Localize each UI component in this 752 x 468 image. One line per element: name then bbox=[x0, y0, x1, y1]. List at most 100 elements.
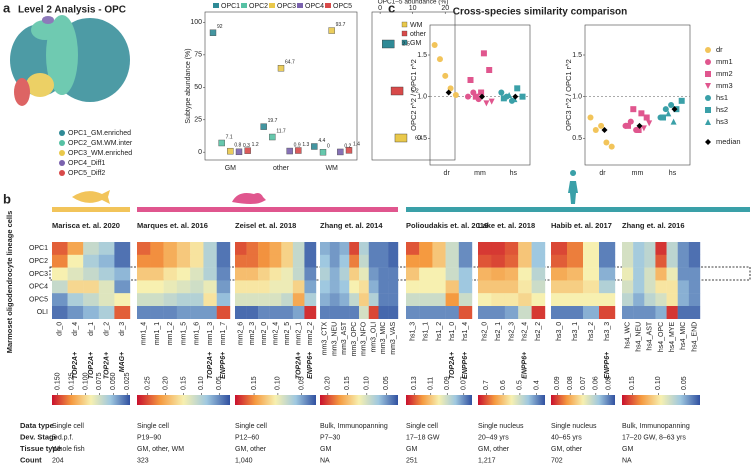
heatmap-cell bbox=[83, 267, 99, 281]
column-label: dr_3 bbox=[119, 322, 126, 336]
value-label: 4.4 bbox=[318, 138, 325, 144]
point bbox=[480, 50, 487, 57]
species-bar bbox=[52, 207, 130, 212]
box-median bbox=[269, 133, 276, 141]
colorbar-tick-label: 0.25 bbox=[145, 376, 152, 390]
heatmap-cell bbox=[633, 280, 645, 294]
point bbox=[705, 119, 711, 125]
y-tick-label: 1.5 bbox=[572, 52, 582, 59]
y-tick-label: 0.5 bbox=[572, 135, 582, 142]
heatmap-cell bbox=[432, 254, 446, 268]
heatmap-cell bbox=[655, 293, 667, 307]
legend-swatch bbox=[401, 21, 408, 28]
column-label: dr_2 bbox=[103, 322, 110, 336]
heatmap-cell bbox=[655, 254, 667, 268]
heatmap-cell bbox=[518, 293, 532, 307]
y-tick-label: 25 bbox=[194, 117, 202, 124]
meta-value: GM bbox=[622, 446, 633, 453]
value-label: 0 bbox=[327, 144, 330, 150]
heatmap-cell bbox=[258, 293, 270, 307]
point bbox=[670, 118, 677, 125]
colorbar-tick-label: 0.07 bbox=[461, 376, 468, 390]
heatmap-cell bbox=[137, 280, 151, 294]
x-tick-label: 10 bbox=[409, 5, 417, 12]
heatmap-cell bbox=[150, 306, 164, 319]
heatmap-cell bbox=[137, 293, 151, 307]
heatmap-cell bbox=[83, 306, 99, 319]
column-label: mm2_6 bbox=[238, 322, 245, 345]
heatmap-cell bbox=[419, 254, 433, 268]
point bbox=[587, 114, 594, 121]
heatmap-cell bbox=[419, 267, 433, 281]
heatmap-cell bbox=[622, 254, 634, 268]
box-median bbox=[227, 147, 234, 155]
heatmap-cell bbox=[388, 280, 399, 294]
point bbox=[465, 93, 471, 100]
heatmap-cell bbox=[203, 242, 217, 255]
heatmap-cell bbox=[551, 267, 568, 281]
legend-label: mm2 bbox=[716, 69, 733, 78]
heatmap-cell bbox=[655, 280, 667, 294]
meta-value: P12–60 bbox=[235, 434, 259, 441]
heatmap-cell bbox=[163, 306, 178, 319]
colorbar bbox=[52, 395, 130, 405]
column-marker: MAG+ bbox=[119, 352, 126, 372]
heatmap-cell bbox=[292, 280, 305, 294]
legend-swatch bbox=[269, 3, 275, 8]
point bbox=[467, 77, 474, 83]
y-tick-label: 1.5 bbox=[417, 52, 427, 59]
heatmap-cell bbox=[504, 306, 519, 319]
heatmap-cell bbox=[304, 280, 317, 294]
heatmap-cell bbox=[478, 280, 492, 294]
legend-label: OPC2_GM.WM.inter bbox=[68, 140, 133, 147]
heatmap-cell bbox=[190, 280, 204, 294]
column-label: mm2_3 bbox=[249, 322, 256, 345]
heatmap-cell bbox=[518, 254, 532, 268]
heatmap-cell bbox=[67, 306, 84, 319]
box-median bbox=[218, 139, 225, 147]
value-label: 19.7 bbox=[268, 118, 278, 124]
meta-value: Single nucleus bbox=[478, 423, 524, 430]
median-point bbox=[601, 127, 608, 133]
heatmap-cell bbox=[339, 267, 350, 281]
column-label: hs1_3 bbox=[409, 322, 416, 341]
heatmap-cell bbox=[622, 242, 634, 255]
heatmap-cell bbox=[203, 254, 217, 268]
colorbar-tick-label: 0.15 bbox=[180, 376, 187, 390]
heatmap-cell bbox=[216, 242, 231, 255]
point bbox=[646, 120, 653, 127]
x-tick-label: 0 bbox=[378, 5, 382, 12]
heatmap-cell bbox=[478, 306, 492, 319]
heatmap-cell bbox=[137, 254, 151, 268]
heatmap-cell bbox=[677, 293, 690, 307]
meta-value: Single cell bbox=[406, 423, 438, 430]
heatmap-cell bbox=[518, 267, 532, 281]
heatmap-cell bbox=[432, 280, 446, 294]
heatmap-cell bbox=[258, 254, 270, 268]
heatmap-cell bbox=[329, 306, 340, 319]
heatmap-cell bbox=[688, 293, 701, 307]
meta-value: Bulk, Immunopanning bbox=[622, 423, 690, 430]
heatmap-cell bbox=[281, 293, 294, 307]
colorbar-tick-label: 0.05 bbox=[605, 376, 612, 390]
heatmap-cell bbox=[551, 280, 568, 294]
point bbox=[705, 95, 711, 101]
legend-label: median bbox=[716, 137, 741, 146]
point bbox=[678, 97, 685, 104]
column-label: hs4_MIC bbox=[680, 322, 687, 350]
point bbox=[705, 59, 711, 65]
heatmap-cell bbox=[359, 280, 369, 294]
point bbox=[630, 106, 637, 113]
legend-swatch bbox=[59, 130, 65, 136]
colorbar-tick-label: 0.13 bbox=[411, 376, 418, 390]
colorbar-tick-label: 0.05 bbox=[681, 376, 688, 390]
heatmap-cell bbox=[531, 280, 546, 294]
study-title: Zeisel et. al. 2018 bbox=[235, 221, 296, 230]
value-label: 1.4 bbox=[353, 142, 360, 148]
meta-value: 702 bbox=[551, 457, 563, 464]
heatmap-cell bbox=[644, 306, 656, 319]
heatmap-cell bbox=[339, 293, 350, 307]
heatmap-cell bbox=[688, 242, 701, 255]
heatmap-cell bbox=[163, 293, 178, 307]
column-label: dr_0 bbox=[57, 322, 64, 336]
